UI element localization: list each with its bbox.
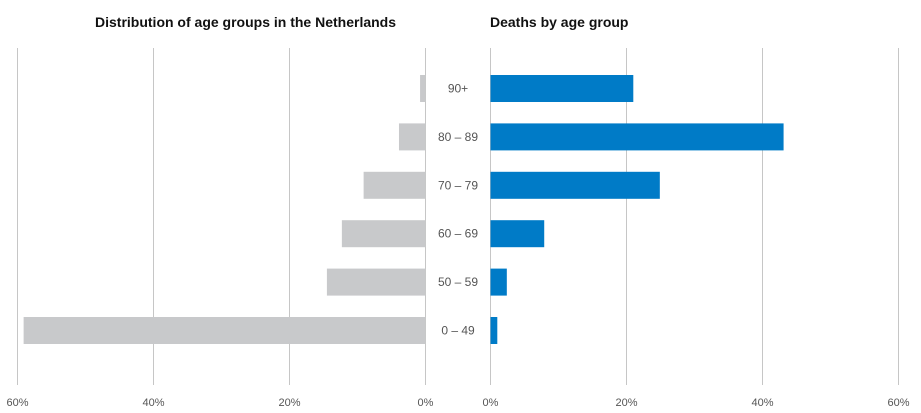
- age-group-label: 90+: [448, 82, 468, 96]
- population-bar: [341, 220, 426, 248]
- deaths-bar: [490, 220, 545, 248]
- deaths-bar: [490, 171, 660, 199]
- population-bar: [23, 317, 426, 344]
- age-group-label: 0 – 49: [441, 324, 475, 338]
- left-tick-label: 20%: [278, 397, 300, 409]
- age-group-label: 60 – 69: [438, 227, 478, 241]
- deaths-bar: [490, 317, 498, 344]
- age-group-label: 50 – 59: [438, 275, 478, 289]
- right-chart-title: Deaths by age group: [490, 14, 628, 30]
- population-bar: [398, 123, 426, 151]
- population-bar: [363, 171, 426, 199]
- right-tick-label: 0%: [483, 397, 499, 409]
- right-tick-label: 20%: [615, 397, 637, 409]
- population-bar: [420, 75, 426, 102]
- age-group-label: 80 – 89: [438, 130, 478, 144]
- deaths-bar: [490, 75, 634, 102]
- right-tick-label: 40%: [751, 397, 773, 409]
- population-bar: [326, 268, 426, 296]
- left-tick-label: 0%: [418, 397, 434, 409]
- age-group-label: 70 – 79: [438, 178, 478, 192]
- deaths-bar: [490, 268, 507, 296]
- left-tick-label: 40%: [142, 397, 164, 409]
- left-tick-label: 60%: [6, 397, 28, 409]
- left-chart-title: Distribution of age groups in the Nether…: [95, 14, 396, 30]
- right-tick-label: 60%: [887, 397, 909, 409]
- deaths-bar: [490, 123, 784, 151]
